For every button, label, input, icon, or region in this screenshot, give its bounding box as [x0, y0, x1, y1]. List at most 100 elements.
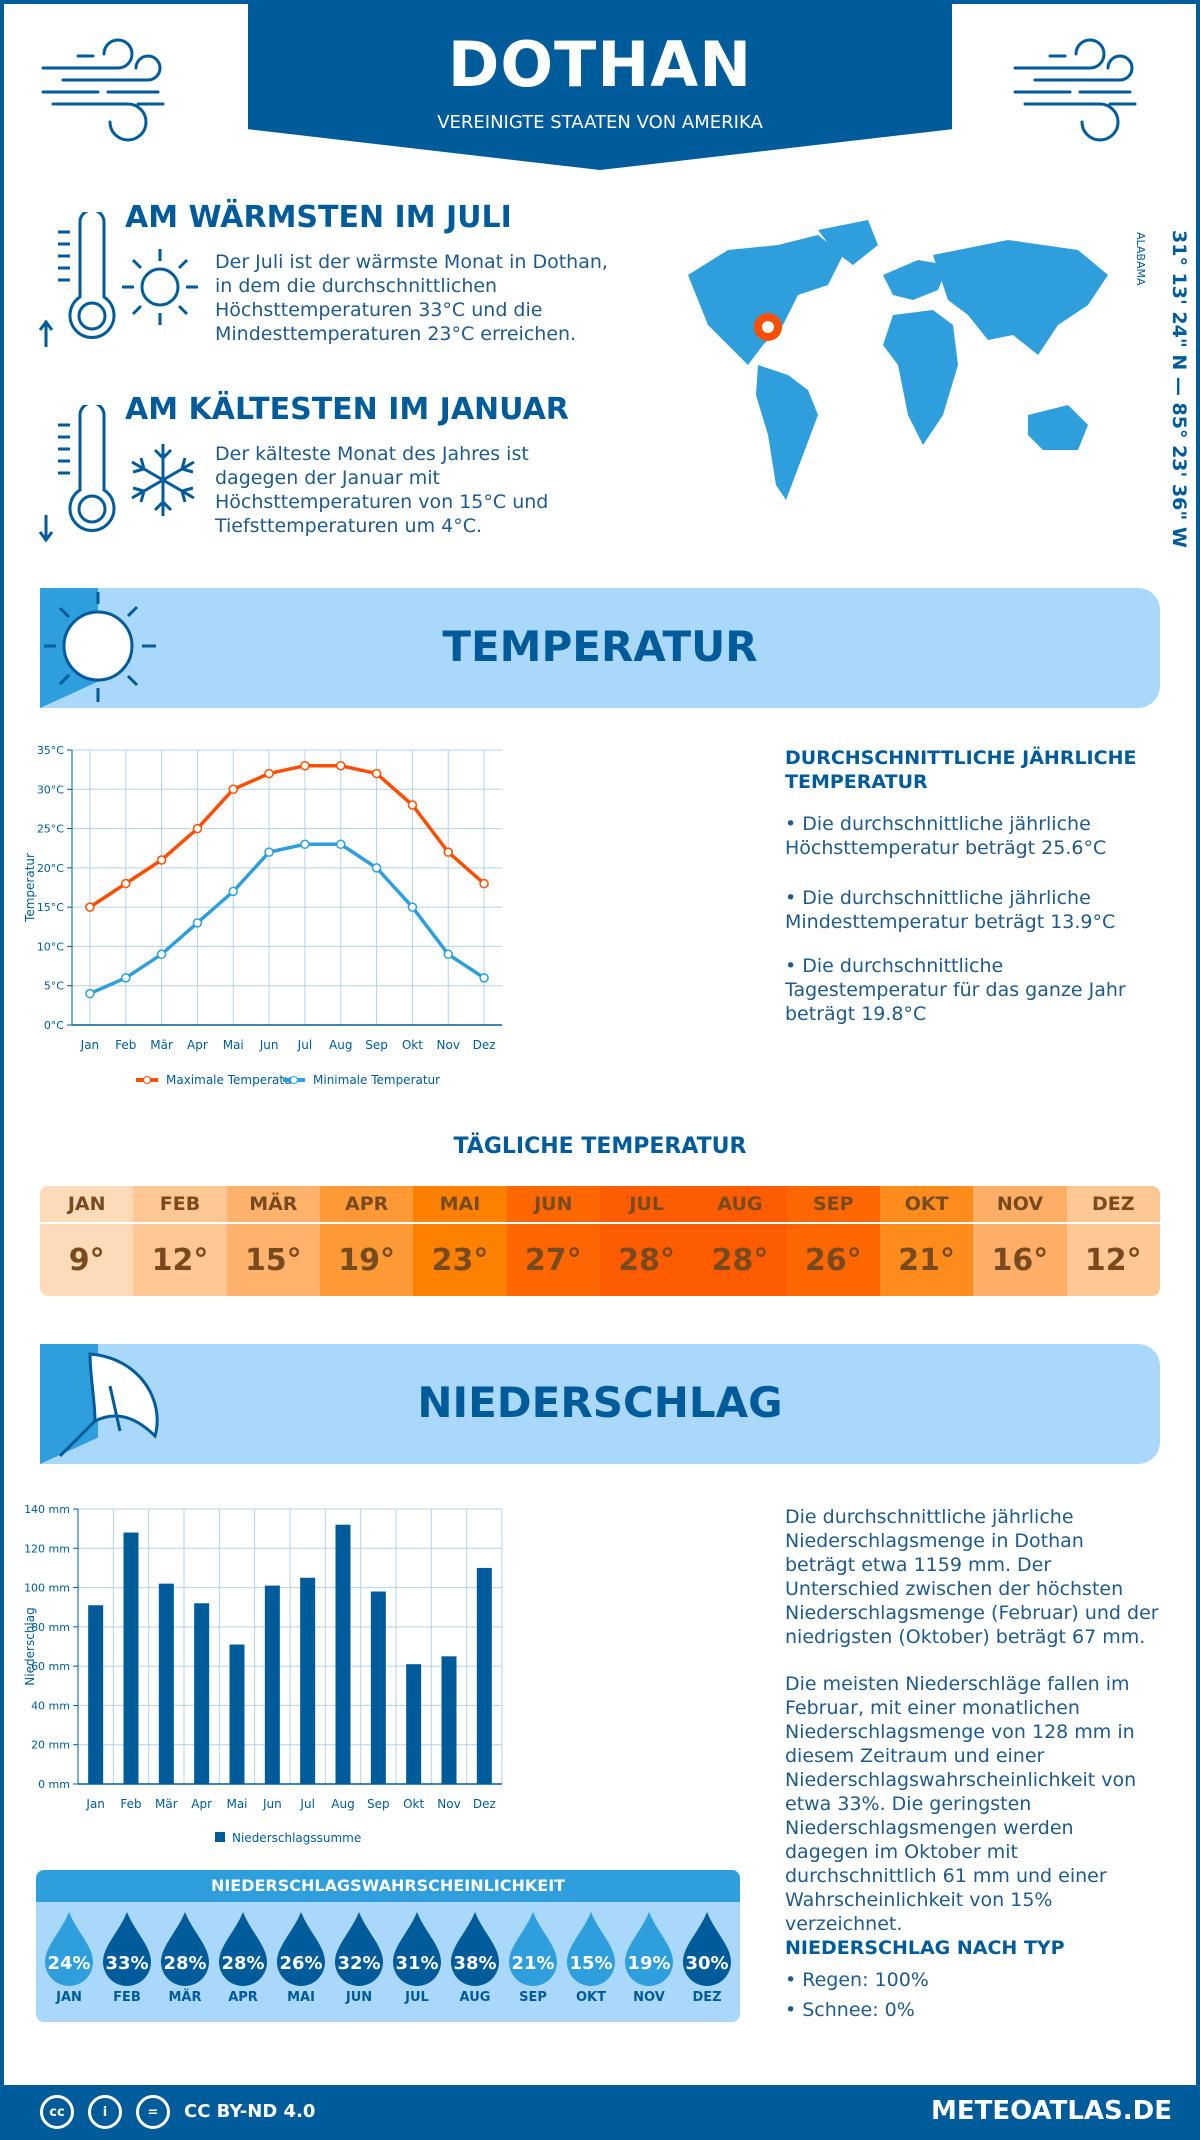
- month-label: OKT: [576, 1990, 606, 2005]
- month-label: OKT: [879, 1186, 974, 1224]
- legend-label: Niederschlagssumme: [232, 1831, 361, 1845]
- month-label: JUL: [599, 1186, 694, 1224]
- daily-temp-table: JAN 9° FEB 12° MÄR 15° APR 19° MAI 23° JUN 27° JUL 28…: [40, 1186, 1160, 1296]
- data-point: [85, 902, 95, 912]
- license-link[interactable]: CC BY-ND 4.0: [184, 2101, 316, 2122]
- precip-text-2: Die meisten Niederschläge fallen im Febr…: [785, 1673, 1137, 1935]
- sun-icon: [122, 249, 198, 325]
- snowflake-icon: [131, 444, 195, 516]
- y-tick-label: 5°C: [44, 980, 64, 993]
- probability-value: 28%: [221, 1953, 265, 1974]
- temp-value: 16°: [991, 1242, 1049, 1278]
- annual-temp-bullet: • Die durchschnittliche Tagestemperatur …: [785, 955, 1126, 1025]
- data-point: [228, 886, 238, 897]
- legend-label: Minimale Temperatur: [313, 1073, 440, 1087]
- temp-value: 21°: [898, 1242, 955, 1278]
- wind-icon: [1013, 38, 1137, 142]
- precip-section-banner: [40, 1344, 1160, 1464]
- month-label: AUG: [459, 1990, 491, 2005]
- month-label: MAI: [413, 1186, 507, 1224]
- bar: [441, 1656, 457, 1784]
- annual-temp-bullet: • Die durchschnittliche jährliche Mindes…: [785, 887, 1116, 933]
- probability-value: 19%: [627, 1953, 671, 1974]
- precipitation-chart: 0 mm 20 mm 40 mm 60 mm 80 mm 100 mm 120 mm 140 …: [23, 1503, 503, 1845]
- x-tick-label: Nov: [437, 1038, 460, 1052]
- data-point: [300, 760, 310, 771]
- series-line-min: [89, 842, 486, 996]
- month-label: FEB: [113, 1990, 141, 2005]
- data-point: [443, 847, 453, 857]
- probability-drop: 33% FEB: [98, 1910, 156, 2020]
- probability-value: 30%: [685, 1953, 729, 1974]
- data-point: [300, 839, 310, 850]
- temp-value: 19°: [338, 1242, 396, 1278]
- data-point: [121, 973, 131, 983]
- data-point: [192, 823, 203, 834]
- y-tick-label: 100 mm: [24, 1582, 70, 1595]
- daily-temp-cell: AUG 28°: [693, 1186, 787, 1296]
- data-point: [192, 918, 203, 928]
- probability-value: 31%: [395, 1953, 439, 1974]
- y-tick-label: 140 mm: [24, 1503, 70, 1516]
- x-tick-label: Mai: [226, 1797, 247, 1811]
- temp-value: 12°: [151, 1242, 209, 1278]
- raindrop-icon: [393, 1912, 441, 1986]
- legend-swatch: [215, 1832, 225, 1842]
- x-tick-label: Jan: [80, 1038, 100, 1052]
- daily-temp-cell: DEZ 12°: [1066, 1186, 1160, 1296]
- data-point: [371, 768, 382, 779]
- probability-drop: 31% JUL: [388, 1910, 446, 2020]
- y-tick-label: 40 mm: [31, 1699, 70, 1712]
- data-point: [85, 988, 95, 999]
- probability-value: 28%: [163, 1953, 207, 1974]
- temperature-chart: 0°C 5°C 10°C 15°C 20°C 25°C 30°C 35°C Jan Feb Mär A…: [23, 744, 502, 1087]
- bar: [194, 1603, 210, 1784]
- y-axis-label: Temperatur: [23, 853, 37, 923]
- temperature-title: TEMPERATUR: [442, 622, 758, 671]
- x-tick-label: Feb: [115, 1038, 136, 1052]
- temp-value: 28°: [618, 1242, 675, 1278]
- coldest-text: Der kälteste Monat des Jahres ist dagege…: [215, 443, 549, 537]
- bar: [476, 1567, 492, 1784]
- probability-drop: 15% OKT: [562, 1910, 620, 2020]
- x-tick-label: Jun: [259, 1038, 279, 1052]
- region-label: ALABAMA: [1134, 232, 1147, 286]
- x-tick-label: Mär: [150, 1038, 173, 1052]
- raindrop-icon: [335, 1912, 383, 1986]
- y-tick-label: 10°C: [37, 940, 64, 953]
- daily-temp-cell: APR 19°: [319, 1186, 414, 1296]
- footer: [0, 2085, 1200, 2140]
- data-point: [121, 878, 131, 889]
- daily-temp-cell: JAN 9°: [40, 1186, 134, 1296]
- month-label: JAN: [56, 1990, 82, 2005]
- daily-temp-cell: MÄR 15°: [226, 1186, 320, 1296]
- raindrop-icon: [451, 1912, 499, 1986]
- daily-temp-cell: JUN 27°: [506, 1186, 600, 1296]
- probability-value: 33%: [105, 1953, 149, 1974]
- world-map: [688, 220, 1108, 500]
- bar: [370, 1591, 386, 1784]
- x-tick-label: Sep: [367, 1797, 390, 1811]
- x-tick-label: Apr: [191, 1797, 212, 1811]
- daily-temp-cell: MAI 23°: [413, 1186, 507, 1296]
- temp-value: 12°: [1084, 1242, 1142, 1278]
- wind-icon: [41, 38, 165, 142]
- x-tick-label: Dez: [473, 1797, 496, 1811]
- warmest-title: AM WÄRMSTEN IM JULI: [125, 200, 512, 235]
- site-link[interactable]: METEOATLAS.DE: [930, 2096, 1172, 2126]
- month-label: JAN: [40, 1186, 134, 1224]
- y-tick-label: 30°C: [37, 783, 64, 796]
- raindrop-icon: [103, 1912, 151, 1986]
- month-label: APR: [228, 1990, 258, 2005]
- raindrop-icon: [277, 1912, 325, 1986]
- header-banner: [248, 0, 952, 170]
- y-axis-label: Niederschlag: [23, 1607, 37, 1685]
- bar: [158, 1583, 174, 1784]
- city-title: DOTHAN: [447, 28, 753, 101]
- temp-value: 26°: [804, 1242, 862, 1278]
- data-point: [264, 768, 274, 779]
- data-point: [479, 878, 489, 889]
- annual-temp-heading: DURCHSCHNITTLICHE JÄHRLICHE TEMPERATUR: [785, 747, 1137, 793]
- probability-value: 26%: [279, 1953, 323, 1974]
- data-point: [228, 784, 238, 795]
